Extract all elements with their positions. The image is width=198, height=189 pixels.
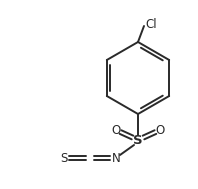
Text: S: S [60, 152, 68, 164]
Text: N: N [112, 152, 120, 164]
Text: O: O [111, 123, 121, 136]
Text: S: S [133, 133, 143, 146]
Text: O: O [155, 123, 165, 136]
Text: Cl: Cl [145, 19, 157, 32]
